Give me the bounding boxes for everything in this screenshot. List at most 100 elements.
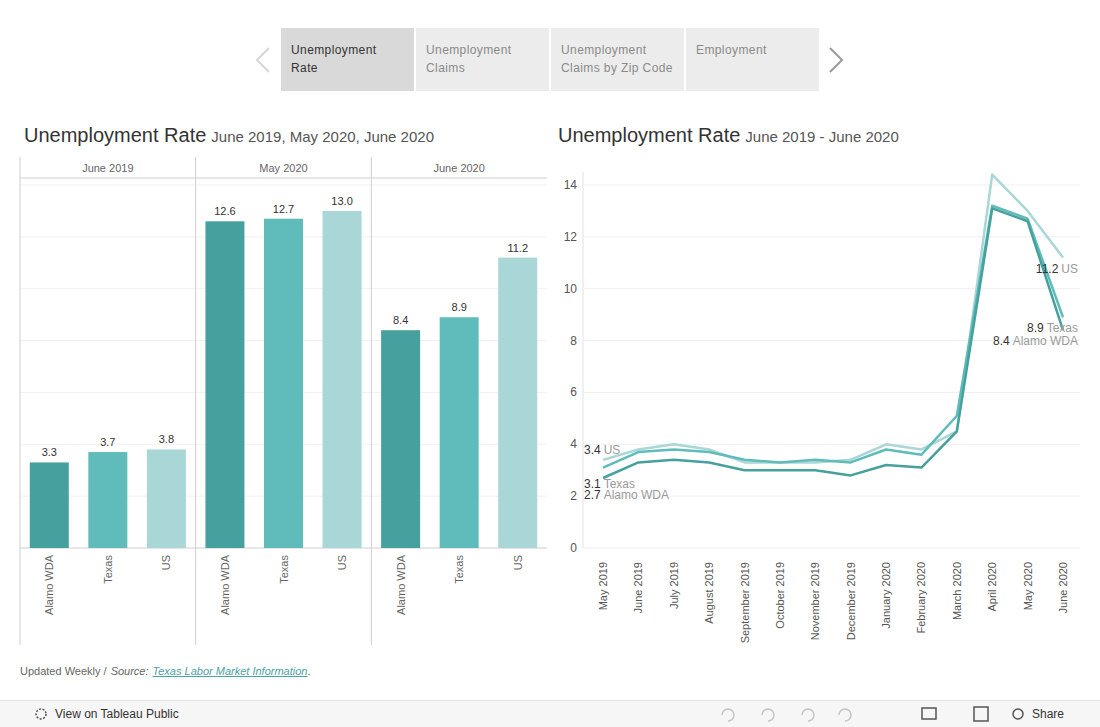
toolbar-icons — [0, 701, 1100, 727]
data-label: 3.8 — [159, 433, 174, 445]
y-tick-label: 14 — [564, 178, 578, 192]
subtitle: June 2019 - June 2020 — [745, 128, 898, 145]
grid-line — [583, 184, 1080, 185]
footer-end: . — [307, 665, 310, 677]
x-tick-label: June 2019 — [632, 562, 644, 613]
x-tick-label: US — [160, 555, 172, 570]
x-tick-label: Texas — [102, 555, 114, 584]
bar — [440, 317, 479, 548]
footer-updated: Updated Weekly / — [20, 665, 107, 677]
data-label: 13.0 — [331, 195, 352, 207]
history-icon[interactable] — [839, 709, 851, 721]
end-label: 3.4US — [584, 443, 620, 457]
end-label-name: US — [604, 443, 621, 457]
chart-title: Unemployment Rate June 2019, May 2020, Ju… — [24, 124, 434, 146]
y-tick-label: 4 — [570, 437, 577, 451]
lines — [603, 175, 1063, 478]
bar — [323, 211, 362, 548]
x-tick-label: November 2019 — [809, 562, 821, 640]
end-label-value: 2.7 — [584, 488, 601, 502]
nav-tab[interactable]: UnemploymentClaims — [416, 28, 549, 91]
data-label: 12.7 — [273, 203, 294, 215]
grid-line — [583, 236, 1080, 237]
footer-source-link[interactable]: Texas Labor Market Information — [153, 665, 308, 677]
nav-next[interactable] — [830, 48, 842, 72]
x-tick-label: April 2020 — [986, 562, 998, 612]
series-line — [603, 208, 1063, 478]
x-tick-label: June 2020 — [1057, 562, 1069, 613]
bar — [30, 462, 69, 548]
x-tick-label: October 2019 — [774, 562, 786, 629]
end-label: 2.7Alamo WDA — [584, 488, 669, 502]
x-tick-label: May 2019 — [597, 562, 609, 610]
bar — [147, 449, 186, 548]
x-tick-label: Alamo WDA — [43, 554, 55, 615]
series-line — [603, 206, 1063, 468]
bars — [30, 211, 537, 548]
data-label: 8.9 — [452, 301, 467, 313]
tab-label: Rate — [291, 59, 404, 77]
tab-label: Unemployment — [291, 41, 404, 59]
subtitle: June 2019, May 2020, June 2020 — [211, 128, 434, 145]
panel-header: May 2020 — [259, 162, 307, 174]
x-tick-label: January 2020 — [880, 562, 892, 629]
panel-divider — [371, 157, 372, 645]
grid-line — [583, 288, 1080, 289]
fullscreen-icon[interactable] — [974, 707, 988, 721]
end-label-value: 11.2 — [1036, 262, 1059, 276]
x-tick-label: September 2019 — [739, 562, 751, 643]
y-tick-label: 10 — [564, 282, 578, 296]
tab-label: Claims — [426, 59, 539, 77]
tab-label: Claims by Zip Code — [561, 59, 674, 77]
title: Unemployment Rate — [558, 124, 740, 146]
x-tick-label: December 2019 — [845, 562, 857, 640]
toolbar-share[interactable]: Share — [1032, 707, 1064, 721]
x-tick-label: Alamo WDA — [395, 554, 407, 615]
end-label-name: Alamo WDA — [1013, 334, 1078, 348]
end-label-name: Alamo WDA — [604, 488, 669, 502]
y-tick-label: 8 — [570, 334, 577, 348]
y-tick-label: 6 — [570, 385, 577, 399]
download-icon[interactable] — [922, 708, 936, 719]
grid-line — [583, 548, 1080, 549]
chart-title: Unemployment Rate June 2019 - June 2020 — [558, 124, 899, 146]
end-label: 11.2US — [1036, 262, 1078, 276]
data-label: 3.7 — [100, 436, 115, 448]
panel-header-line — [20, 178, 547, 179]
x-tick-label: May 2020 — [1022, 562, 1034, 610]
y-tick-label: 2 — [570, 489, 577, 503]
bar — [264, 219, 303, 548]
x-tick-label: US — [512, 555, 524, 570]
history-icon[interactable] — [802, 709, 814, 721]
end-label-name: Texas — [1047, 321, 1078, 335]
grid-line — [583, 444, 1080, 445]
end-label-value: 8.9 — [1027, 321, 1044, 335]
x-tick-label: Alamo WDA — [219, 554, 231, 615]
y-tick-label: 12 — [564, 230, 578, 244]
end-label-value: 8.4 — [993, 334, 1010, 348]
toolbar-view[interactable]: View on Tableau Public — [55, 707, 179, 721]
nav-tab[interactable]: Employment — [686, 28, 819, 91]
end-label-value: 3.4 — [584, 443, 601, 457]
history-icon[interactable] — [722, 709, 734, 721]
nav-prev[interactable] — [257, 48, 269, 72]
end-label: 8.4Alamo WDA — [993, 334, 1078, 348]
history-icon[interactable] — [762, 709, 774, 721]
data-label: 12.6 — [214, 205, 235, 217]
end-label: 8.9Texas — [1027, 321, 1078, 335]
share-icon[interactable] — [1013, 709, 1023, 719]
bar — [381, 330, 420, 548]
x-tick-label: February 2020 — [915, 562, 927, 634]
panel-header: June 2020 — [433, 162, 484, 174]
footer: Updated Weekly /Source:Texas Labor Marke… — [20, 665, 311, 677]
data-label: 3.3 — [42, 446, 57, 458]
end-label-name: US — [1061, 262, 1078, 276]
tab-label: Unemployment — [426, 41, 539, 59]
nav-tab[interactable]: UnemploymentRate — [281, 28, 414, 91]
data-label: 11.2 — [507, 242, 528, 254]
nav-tab[interactable]: UnemploymentClaims by Zip Code — [551, 28, 684, 91]
x-tick-label: March 2020 — [951, 562, 963, 620]
title: Unemployment Rate — [24, 124, 206, 146]
x-tick-label: Texas — [278, 555, 290, 584]
panel-header: June 2019 — [82, 162, 133, 174]
